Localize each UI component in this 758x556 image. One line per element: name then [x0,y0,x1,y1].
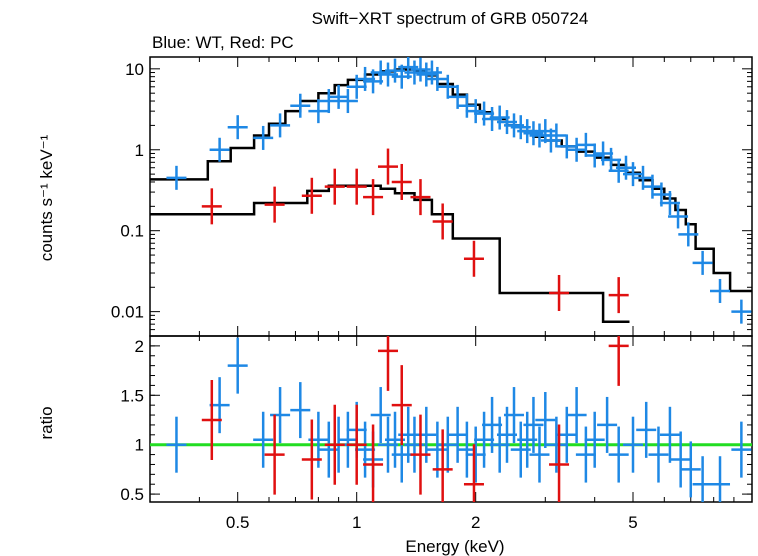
ratio-y-tick-label: 0.5 [120,485,144,504]
ratio-panel: 0.5 1 1.5 2 0.5 1 2 5 [120,335,753,532]
ratio-y-tick-label: 1 [135,436,144,455]
x-axis-label: Energy (keV) [405,537,504,556]
model-line [150,184,630,323]
top-y-tick-label: 0.1 [120,222,144,241]
x-tick-label: 2 [471,513,480,532]
spectrum-panel: 10 1 0.1 0.01 [111,56,753,337]
ratio-y-tick-label: 1.5 [120,386,144,405]
ratio-y-tick-label: 2 [135,337,144,356]
chart-title: Swift−XRT spectrum of GRB 050724 [312,9,589,28]
spectrum-data [150,57,752,324]
x-tick-label: 0.5 [226,513,250,532]
x-tick-label: 1 [352,513,361,532]
x-tick-label: 5 [628,513,637,532]
model-line [150,68,752,293]
ratio-data [150,336,752,502]
top-y-axis-label: counts s⁻¹ keV⁻¹ [37,134,56,261]
chart-subtitle: Blue: WT, Red: PC [152,33,294,52]
bottom-y-axis-label: ratio [37,406,56,439]
top-y-tick-label: 1 [135,141,144,160]
ratio-frame [149,335,753,503]
top-y-tick-label: 10 [125,60,144,79]
top-y-tick-label: 0.01 [111,303,144,322]
